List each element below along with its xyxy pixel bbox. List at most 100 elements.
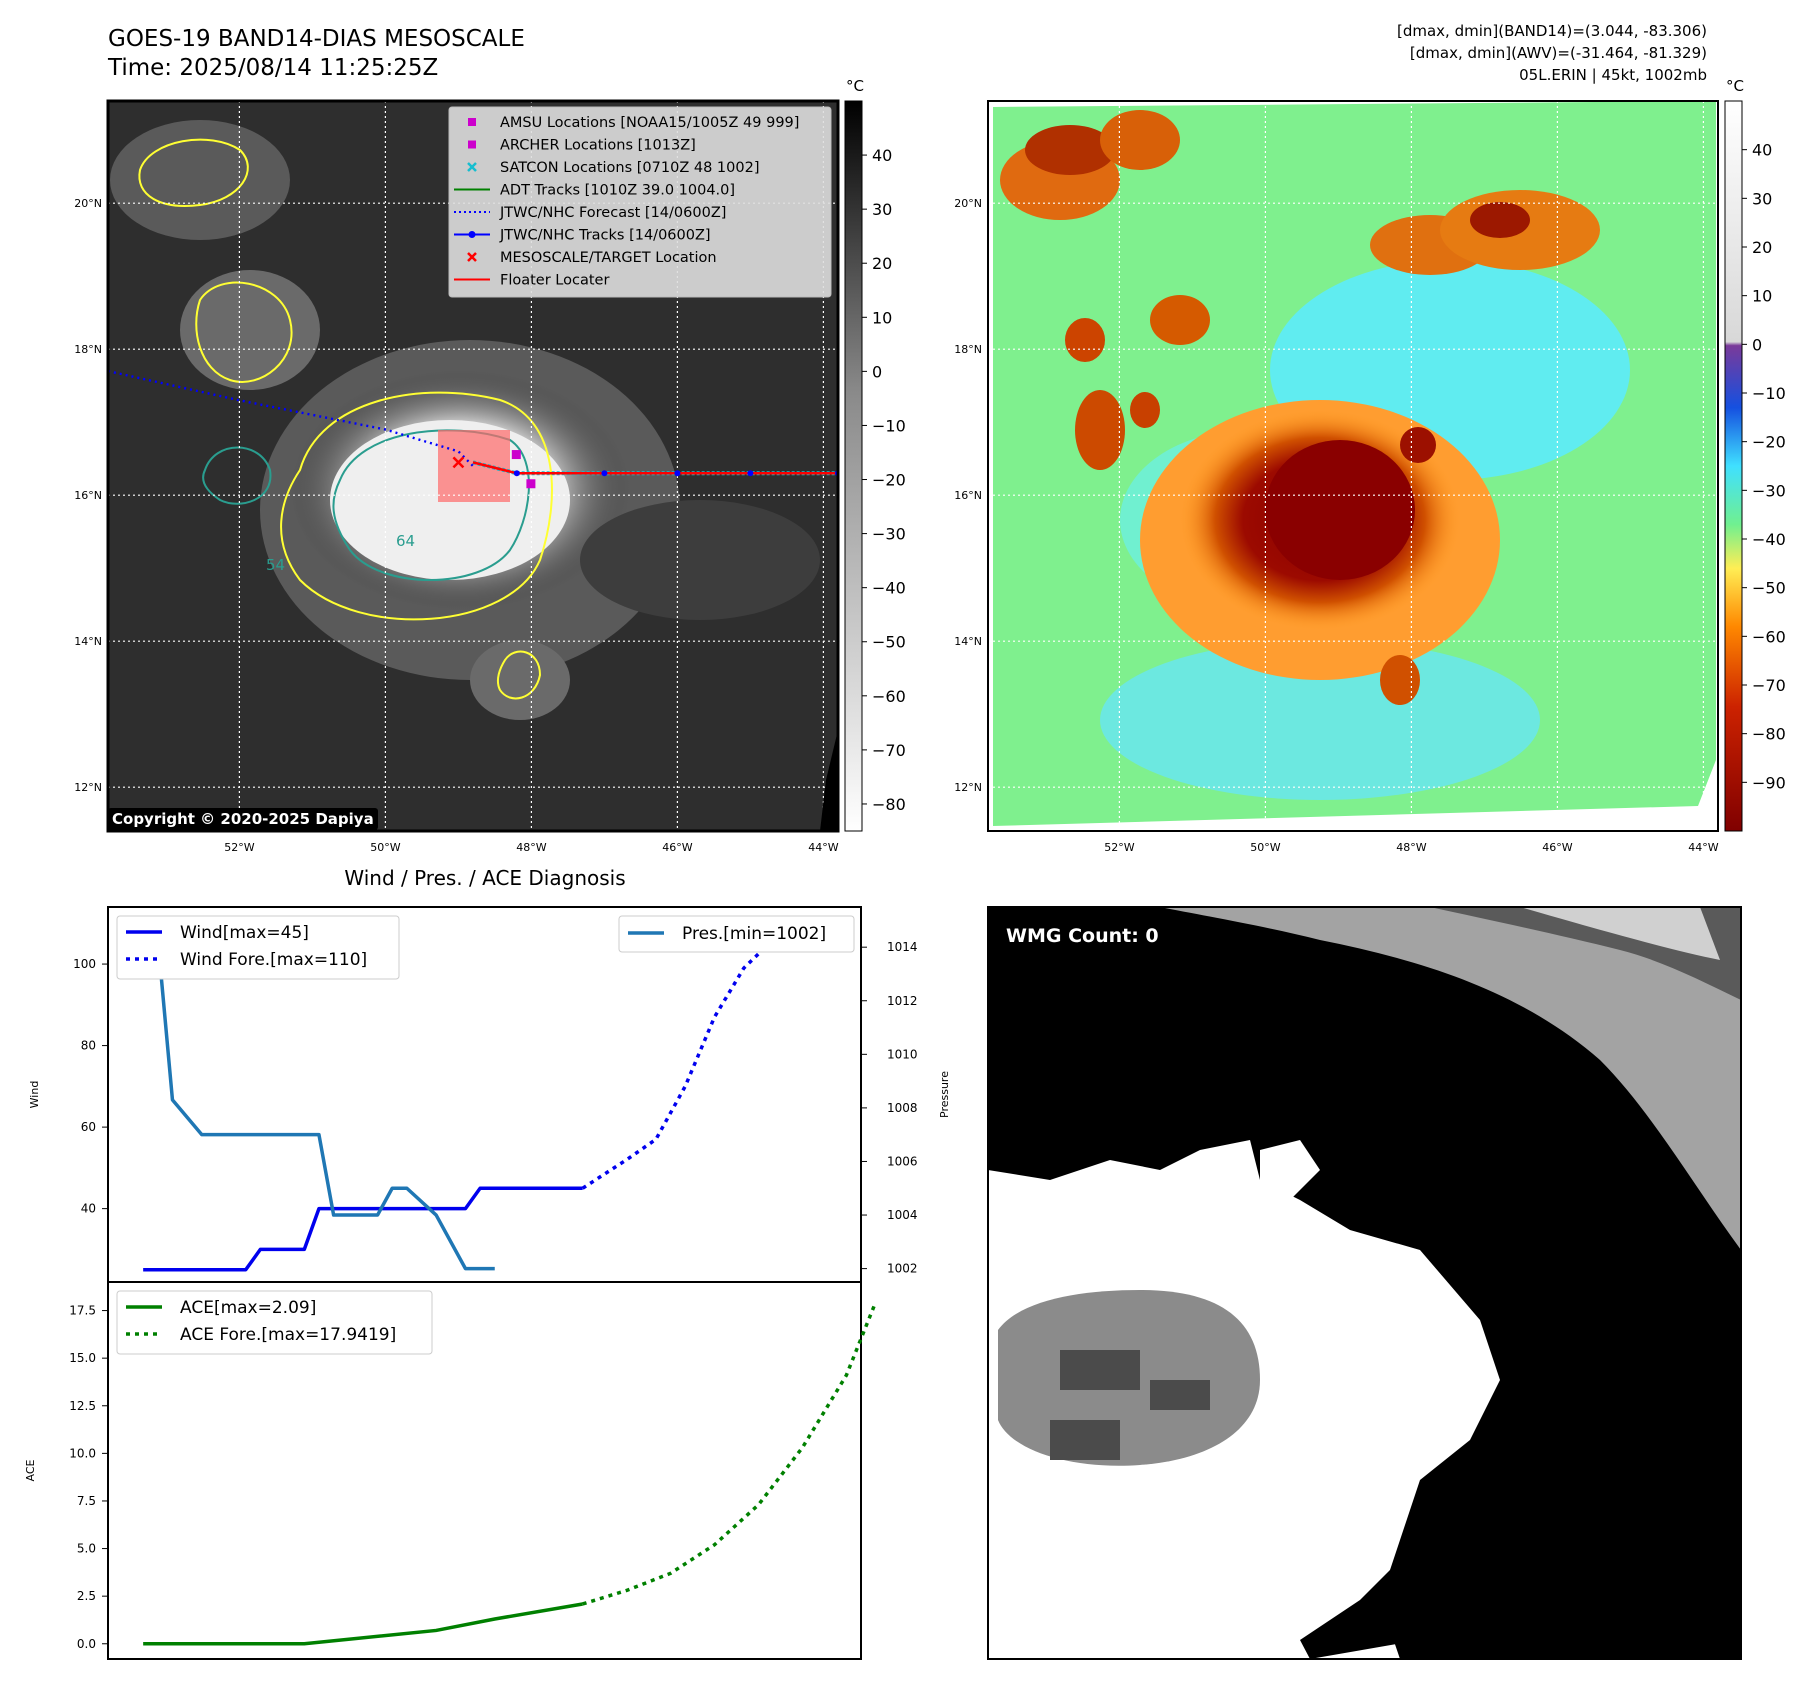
wind-ytick-label: 40 <box>81 1202 96 1216</box>
pressure-ytick-label: 1014 <box>887 940 918 954</box>
legend-marker <box>467 162 477 172</box>
ir-colorbar-tick-label: 20 <box>872 254 892 273</box>
lon-tick-label: 44°W <box>808 841 838 854</box>
wmg-count: WMG Count: 0 <box>1006 925 1159 947</box>
map-no-data-corner <box>820 730 838 831</box>
awv-colorbar-tick-label: −90 <box>1752 773 1786 792</box>
series-wind-fore-line <box>581 929 832 1190</box>
ir-colorbar-tick-label: −60 <box>872 687 906 706</box>
awv-colorbar-tick-label: −10 <box>1752 384 1786 403</box>
ace-ytick-label: 10.0 <box>69 1446 96 1460</box>
wind-legend-box <box>116 915 400 980</box>
legend-label: AMSU Locations [NOAA15/1005Z 49 999] <box>500 115 799 131</box>
info-band14: [dmax, dmin](BAND14)=(3.044, -83.306) <box>1396 22 1707 40</box>
ir-colorbar-tick-label: 10 <box>872 308 892 327</box>
awv-colorbar-tick-label: 0 <box>1752 335 1762 354</box>
legend-marker <box>468 118 476 126</box>
copyright: Copyright © 2020-2025 Dapiya <box>108 808 378 830</box>
awv-colorbar-tick-label: −80 <box>1752 725 1786 744</box>
legend-label: SATCON Locations [0710Z 48 1002] <box>500 160 759 176</box>
ace-series-line <box>143 1602 583 1646</box>
ir-colorbar-tick-label: 40 <box>872 146 892 165</box>
awv-colorbar-tick-label: 20 <box>1752 238 1772 257</box>
pressure-ytick-label: 1008 <box>887 1101 918 1115</box>
track-point <box>601 470 608 477</box>
map-legend: AMSU Locations [NOAA15/1005Z 49 999] ARCH… <box>448 106 832 298</box>
legend-label: Floater Locater <box>500 273 609 289</box>
track-point <box>747 470 754 477</box>
lat-tick-label: 20°N <box>954 197 982 210</box>
legend-label: JTWC/NHC Tracks [14/0600Z] <box>499 228 711 244</box>
wmg-panel: WMG Count: 0 <box>987 906 1742 1660</box>
legend-label: ARCHER Locations [1013Z] <box>500 138 696 154</box>
lon-tick-label: 48°W <box>516 841 546 854</box>
lat-tick-label: 14°N <box>954 635 982 648</box>
lon-tick-label: 52°W <box>1104 841 1134 854</box>
ir-colorbar-tick-label: −70 <box>872 741 906 760</box>
lat-tick-label: 16°N <box>74 489 102 502</box>
wmg-bands <box>988 907 1741 1659</box>
ir-colorbar-tick-label: −10 <box>872 416 906 435</box>
lat-tick-label: 16°N <box>954 489 982 502</box>
legend-marker <box>468 140 476 149</box>
ace-chart: 0.0 2.5 5.0 7.5 10.0 12.5 15.0 17.5 ACE ACE[max=2… <box>24 1281 878 1660</box>
awv-colorbar: 40 30 20 10 0 −10 −20 −30 −40 −50 −60 −70 −80 −90 °C <box>1724 77 1786 832</box>
map-tick-labels: 20°N 18°N 16°N 14°N 12°N 52°W 50°W 48°W 46°W 44°W… <box>74 197 1718 854</box>
lat-tick-label: 18°N <box>74 343 102 356</box>
mesoscale-target-box <box>438 430 510 502</box>
lat-tick-label: 20°N <box>74 197 102 210</box>
contour-label-64: 64 <box>396 532 415 550</box>
ir-map-panel: 64 54 <box>106 99 840 833</box>
awv-colorbar-tick-label: −40 <box>1752 530 1786 549</box>
pressure-ytick-label: 1012 <box>887 994 918 1008</box>
wind-legend-label: Wind Fore.[max=110] <box>180 950 367 970</box>
ace-ytick-label: 7.5 <box>77 1494 96 1508</box>
series-windline <box>143 1186 583 1272</box>
awv-map-gridlines <box>988 101 1718 831</box>
ir-colorbar-tick-label: −20 <box>872 471 906 490</box>
awv-colorbar-tick-label: −60 <box>1752 627 1786 646</box>
pressure-legend-label: Pres.[min=1002] <box>682 924 826 944</box>
info-awv: [dmax, dmin](AWV)=(-31.464, -81.329) <box>1409 44 1707 62</box>
ir-colorbar: 40 30 20 10 0 −10 −20 −30 −40 −50 −60 −70 −80 °C <box>844 77 906 832</box>
awv-colorbar-tick-label: 40 <box>1752 141 1772 160</box>
amsu-marker <box>511 450 521 460</box>
series-pres-line <box>143 937 495 1271</box>
pressure-ytick-label: 1010 <box>887 1047 918 1061</box>
legend-label: ADT Tracks [1010Z 39.0 1004.0] <box>500 183 735 199</box>
pressure-axis-label: Pressure <box>938 1071 951 1118</box>
ace-legend-label: ACE Fore.[max=17.9419] <box>180 1325 396 1345</box>
ir-map-tracks <box>108 369 838 489</box>
legend-label: MESOSCALE/TARGET Location <box>500 250 717 266</box>
wind-ytick-label: 60 <box>81 1120 96 1134</box>
lon-tick-label: 50°W <box>1250 841 1280 854</box>
lat-tick-label: 12°N <box>954 781 982 794</box>
awv-colorbar-tick-label: −20 <box>1752 433 1786 452</box>
pressure-ytick-label: 1004 <box>887 1208 918 1222</box>
lon-tick-label: 50°W <box>370 841 400 854</box>
pressure-ytick-label: 1002 <box>887 1262 918 1276</box>
wind-ytick-label: 100 <box>73 957 96 971</box>
legend-marker <box>468 231 476 238</box>
lat-tick-label: 12°N <box>74 781 102 794</box>
ir-colorbar-tick-label: −80 <box>872 795 906 814</box>
lon-tick-label: 46°W <box>662 841 692 854</box>
track-point <box>513 470 520 477</box>
wind-ytick-label: 80 <box>81 1039 96 1053</box>
legend-label: JTWC/NHC Forecast [14/0600Z] <box>499 205 726 221</box>
pressure-legend-box <box>618 915 855 953</box>
awv-map-panel <box>987 100 1719 832</box>
chart-title: GOES-19 BAND14-DIAS MESOSCALE <box>108 26 525 52</box>
lon-tick-label: 44°W <box>1688 841 1718 854</box>
diagnosis-title: Wind / Pres. / ACE Diagnosis <box>344 866 625 890</box>
floater-track-line <box>472 461 838 475</box>
chart-time: Time: 2025/08/14 11:25:25Z <box>108 55 439 81</box>
ir-colorbar-tick-label: 30 <box>872 200 892 219</box>
archer-marker <box>526 479 536 489</box>
info-storm: 05L.ERIN | 45kt, 1002mb <box>1519 66 1707 84</box>
wmg-count-box <box>998 918 1178 952</box>
ace-ytick-label: 5.0 <box>77 1542 96 1556</box>
lon-tick-label: 46°W <box>1542 841 1572 854</box>
pressure-ytick-label: 1006 <box>887 1154 918 1168</box>
